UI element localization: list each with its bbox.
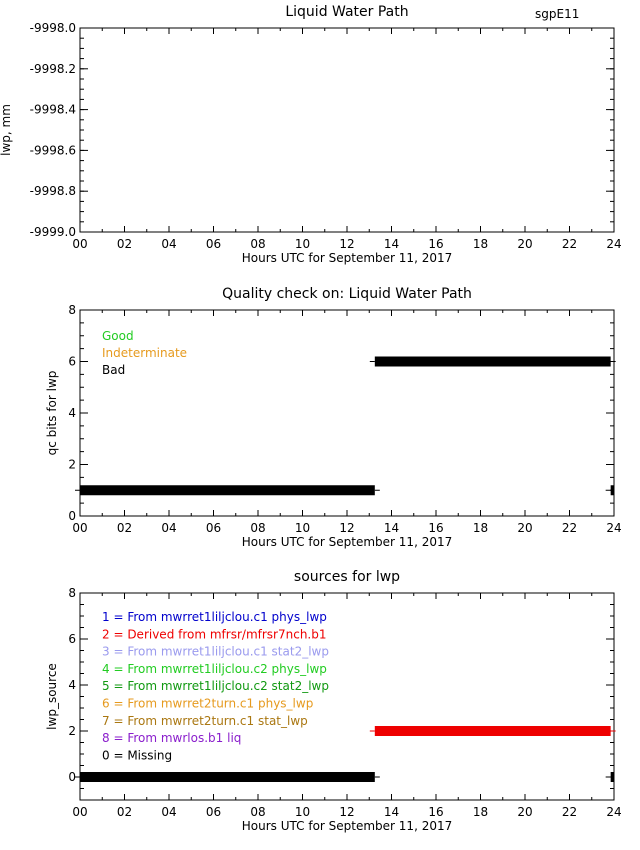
y-tick-label: -9998.2 [30,62,76,76]
x-tick-label: 18 [473,521,488,535]
x-tick-label: 14 [384,237,399,251]
legend-entry: 0 = Missing [102,748,172,762]
x-tick-label: 04 [161,237,176,251]
legend-entry: Good [102,329,134,343]
x-tick-label: 22 [562,521,577,535]
data-segment [80,485,375,496]
panel-3-title: sources for lwp [294,569,400,585]
y-tick-label: 6 [68,355,76,369]
x-tick-label: 12 [339,521,354,535]
x-axis-label: Hours UTC for September 11, 2017 [242,535,452,549]
x-tick-label: 16 [428,237,443,251]
legend-entry: 8 = From mwrlos.b1 liq [102,731,241,745]
legend-entry: 5 = From mwrret1liljclou.c2 stat2_lwp [102,679,329,693]
y-tick-label: 0 [68,770,76,784]
legend-entry: 2 = Derived from mfrsr/mfrsr7nch.b1 [102,627,326,641]
x-tick-label: 00 [72,521,87,535]
x-tick-label: 10 [295,805,310,819]
y-tick-label: 8 [68,303,76,317]
x-tick-label: 20 [517,521,532,535]
x-tick-label: 24 [606,805,621,819]
x-tick-label: 08 [250,805,265,819]
x-tick-label: 10 [295,521,310,535]
x-tick-label: 14 [384,521,399,535]
x-tick-label: 00 [72,805,87,819]
legend-entry: 3 = From mwrret1liljclou.c1 stat2_lwp [102,645,329,659]
x-tick-label: 24 [606,521,621,535]
x-tick-label: 12 [339,237,354,251]
data-segment [374,356,611,367]
y-tick-label: 0 [68,509,76,523]
panel-2-title: Quality check on: Liquid Water Path [222,286,472,302]
x-tick-label: 16 [428,521,443,535]
y-tick-label: 4 [68,406,76,420]
x-tick-label: 06 [206,805,221,819]
legend-entry: 7 = From mwrret2turn.c1 stat_lwp [102,714,308,728]
x-tick-label: 18 [473,805,488,819]
y-tick-label: -9998.6 [30,143,76,157]
panel-1-title: Liquid Water Path [285,4,408,20]
data-segment [374,726,611,736]
data-segment [610,485,614,496]
y-tick-label: 2 [68,724,76,738]
y-tick-label: -9998.4 [30,103,76,117]
x-tick-label: 16 [428,805,443,819]
y-tick-label: -9998.8 [30,184,76,198]
x-tick-label: 18 [473,237,488,251]
y-tick-label: 4 [68,678,76,692]
x-tick-label: 08 [250,237,265,251]
y-axis-label: qc bits for lwp [45,371,59,456]
x-tick-label: 04 [161,521,176,535]
plot-frame [79,309,615,517]
x-tick-label: 08 [250,521,265,535]
x-tick-label: 20 [517,237,532,251]
x-axis-label: Hours UTC for September 11, 2017 [242,819,452,833]
x-tick-label: 14 [384,805,399,819]
x-tick-label: 12 [339,805,354,819]
x-tick-label: 06 [206,237,221,251]
y-tick-label: -9999.0 [30,225,76,239]
site-label: sgpE11 [535,7,579,21]
x-tick-label: 02 [117,237,132,251]
legend-entry: 4 = From mwrret1liljclou.c2 phys_lwp [102,662,327,676]
x-tick-label: 02 [117,805,132,819]
y-tick-label: 6 [68,632,76,646]
x-axis-label: Hours UTC for September 11, 2017 [242,251,452,265]
x-tick-label: 10 [295,237,310,251]
data-segment [80,772,375,782]
x-tick-label: 02 [117,521,132,535]
x-tick-label: 20 [517,805,532,819]
legend-entry: Indeterminate [102,346,187,360]
legend-entry: 6 = From mwrret2turn.c1 phys_lwp [102,697,313,711]
x-tick-label: 24 [606,237,621,251]
y-axis-label: lwp_source [45,663,59,730]
y-tick-label: 2 [68,458,76,472]
legend-entry: 1 = From mwrret1liljclou.c1 phys_lwp [102,610,327,624]
x-tick-label: 00 [72,237,87,251]
plot-frame [79,27,615,233]
y-tick-label: -9998.0 [30,21,76,35]
data-segment [610,772,614,782]
x-tick-label: 06 [206,521,221,535]
panel-1: Liquid Water Path 00 02 04 06 08 10 12 14 16 18 20 2… [0,4,622,265]
x-tick-label: 22 [562,237,577,251]
x-tick-label: 04 [161,805,176,819]
y-axis-label: lwp, mm [0,104,13,156]
legend-entry: Bad [102,363,125,377]
x-tick-label: 22 [562,805,577,819]
y-tick-label: 8 [68,586,76,600]
